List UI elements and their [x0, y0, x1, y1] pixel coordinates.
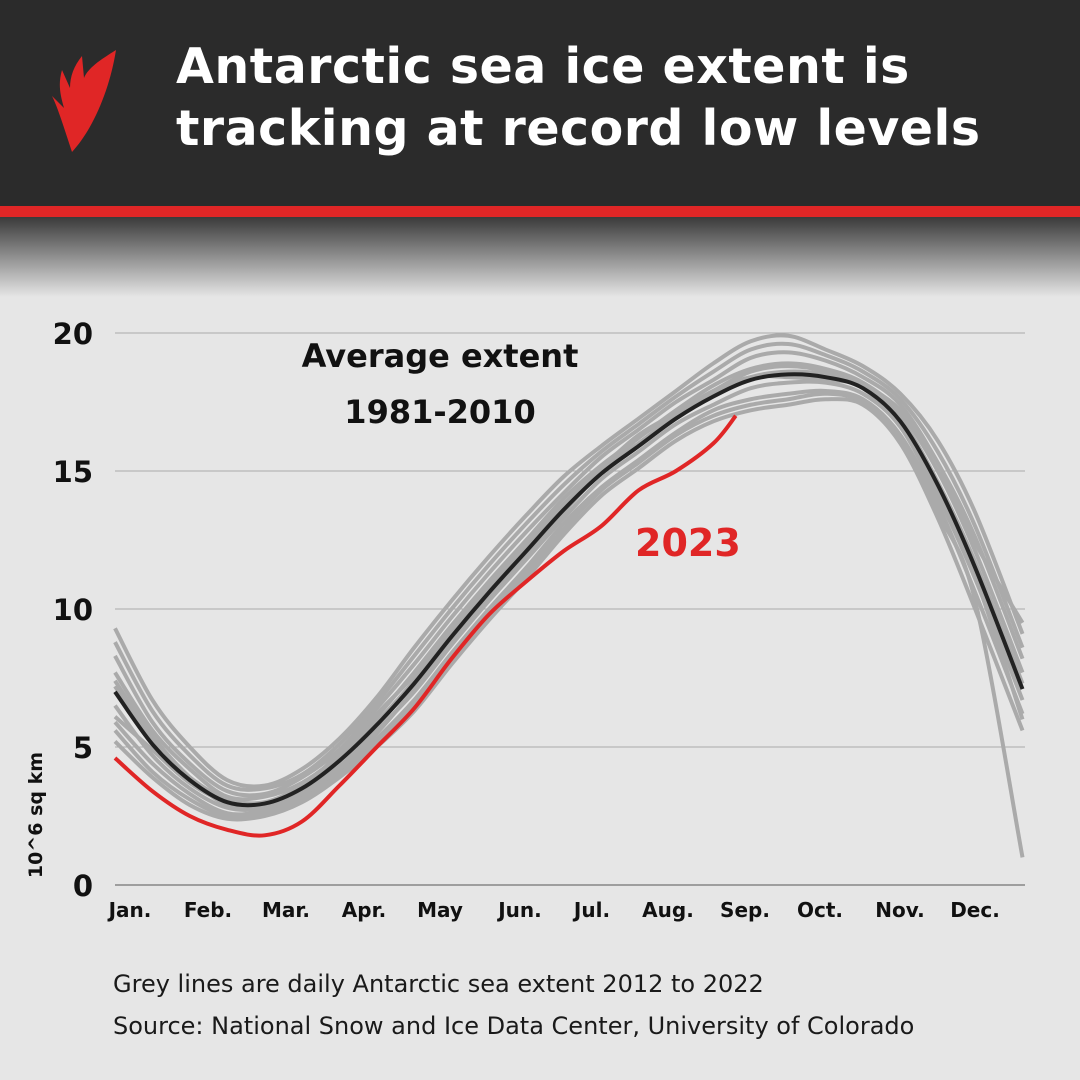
- y-tick-label: 15: [53, 455, 93, 489]
- sbs-logo-icon: [52, 50, 116, 152]
- average-line: [113, 372, 1025, 808]
- grey-year-line: [113, 364, 1025, 810]
- grey-year-line: [113, 341, 1025, 792]
- x-tick-label: Nov.: [875, 898, 924, 922]
- title-line-1: Antarctic sea ice extent is: [176, 38, 910, 95]
- footer-note: Grey lines are daily Antarctic sea exten…: [113, 970, 764, 998]
- x-tick-label: May: [417, 898, 463, 922]
- x-tick-label: Jun.: [496, 898, 542, 922]
- y-tick-label: 5: [73, 731, 93, 765]
- grey-year-line: [113, 374, 1025, 808]
- y-tick-label: 10: [53, 593, 93, 627]
- title-line-2: tracking at record low levels: [176, 100, 981, 157]
- grey-year-line: [113, 361, 1025, 802]
- header-shadow: [0, 217, 1080, 297]
- x-tick-label: Dec.: [950, 898, 1000, 922]
- average-annotation-line-2: 1981-2010: [344, 393, 535, 431]
- header-banner: [0, 0, 1080, 206]
- y-tick-label: 0: [73, 869, 93, 903]
- x-tick-label: Apr.: [342, 898, 386, 922]
- header-accent-bar: [0, 206, 1080, 217]
- x-tick-label: Jan.: [107, 898, 152, 922]
- x-tick-label: Aug.: [642, 898, 694, 922]
- x-tick-label: Feb.: [184, 898, 232, 922]
- grey-year-line: [113, 379, 1025, 812]
- y-tick-label: 20: [53, 317, 93, 351]
- x-tick-label: Jul.: [572, 898, 610, 922]
- footer-source: Source: National Snow and Ice Data Cente…: [113, 1012, 915, 1040]
- y-axis-label: 10^6 sq km: [25, 752, 47, 878]
- label-2023: 2023: [635, 521, 741, 565]
- x-tick-label: Oct.: [797, 898, 843, 922]
- x-tick-label: Mar.: [262, 898, 310, 922]
- grey-year-line: [113, 388, 1025, 817]
- x-tick-label: Sep.: [720, 898, 770, 922]
- grey-year-line: [113, 350, 1025, 798]
- grey-year-line: [113, 333, 1025, 789]
- grey-year-line: [113, 369, 1025, 806]
- average-annotation-line-1: Average extent: [302, 337, 579, 375]
- grey-year-line: [113, 391, 1025, 858]
- line-2023: [113, 414, 738, 838]
